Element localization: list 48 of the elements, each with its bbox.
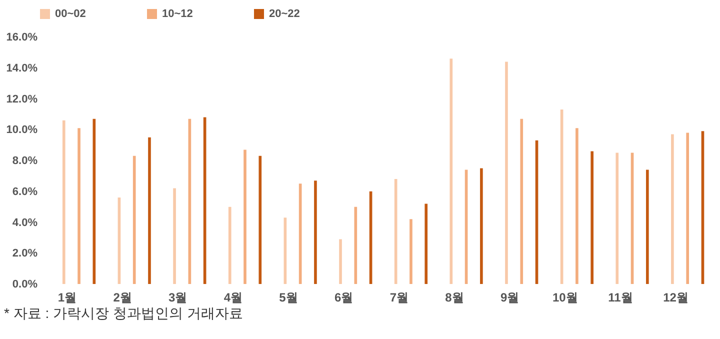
y-tick-label: 10.0% (6, 124, 38, 136)
x-tick-label: 5월 (279, 290, 298, 304)
bar (244, 150, 246, 284)
y-tick-label: 2.0% (12, 248, 38, 260)
bar (646, 170, 649, 284)
bar (132, 156, 136, 284)
bar (576, 128, 578, 284)
bar (671, 134, 674, 284)
y-tick-label: 12.0% (6, 93, 38, 106)
x-tick-label: 9월 (500, 290, 520, 304)
x-tick-label: 4월 (224, 290, 243, 304)
x-tick-label: 2월 (113, 290, 132, 304)
x-tick-label: 8월 (445, 290, 464, 304)
legend-label: 20~22 (269, 8, 300, 20)
bar (354, 206, 358, 284)
bar (450, 58, 453, 284)
bar (616, 152, 619, 284)
bar (480, 168, 483, 284)
bar (339, 239, 342, 284)
x-tick-label: 10월 (552, 290, 578, 304)
bar (520, 118, 524, 284)
x-tick-label: 1월 (58, 290, 77, 304)
bar (590, 151, 594, 284)
y-tick-label: 16.0% (6, 32, 38, 44)
bar (258, 156, 262, 284)
x-tick-label: 3월 (168, 290, 188, 304)
bar (228, 206, 232, 284)
x-tick-label: 11월 (608, 290, 633, 304)
x-tick-label: 7월 (390, 290, 409, 304)
text: * 자료 : 가락시장 청과법인의 거래자료 (3, 305, 244, 323)
bar (62, 120, 66, 284)
bar (148, 137, 151, 284)
x-tick-label: 6월 (334, 290, 354, 304)
y-tick-label: 4.0% (12, 216, 38, 229)
bar (686, 132, 690, 284)
y-tick-label: 8.0% (12, 155, 38, 167)
legend-label: 00~02 (55, 8, 86, 20)
bar (173, 188, 176, 284)
legend-label: 10~12 (162, 8, 193, 20)
y-tick-label: 6.0% (12, 186, 38, 198)
bar (314, 180, 317, 284)
bar (78, 128, 80, 284)
bar (505, 62, 508, 284)
bar (410, 219, 412, 284)
x-tick-label: 12월 (663, 290, 688, 304)
bar (424, 204, 428, 284)
y-tick-label: 14.0% (6, 62, 38, 74)
y-tick-label: 0.0% (12, 278, 38, 290)
